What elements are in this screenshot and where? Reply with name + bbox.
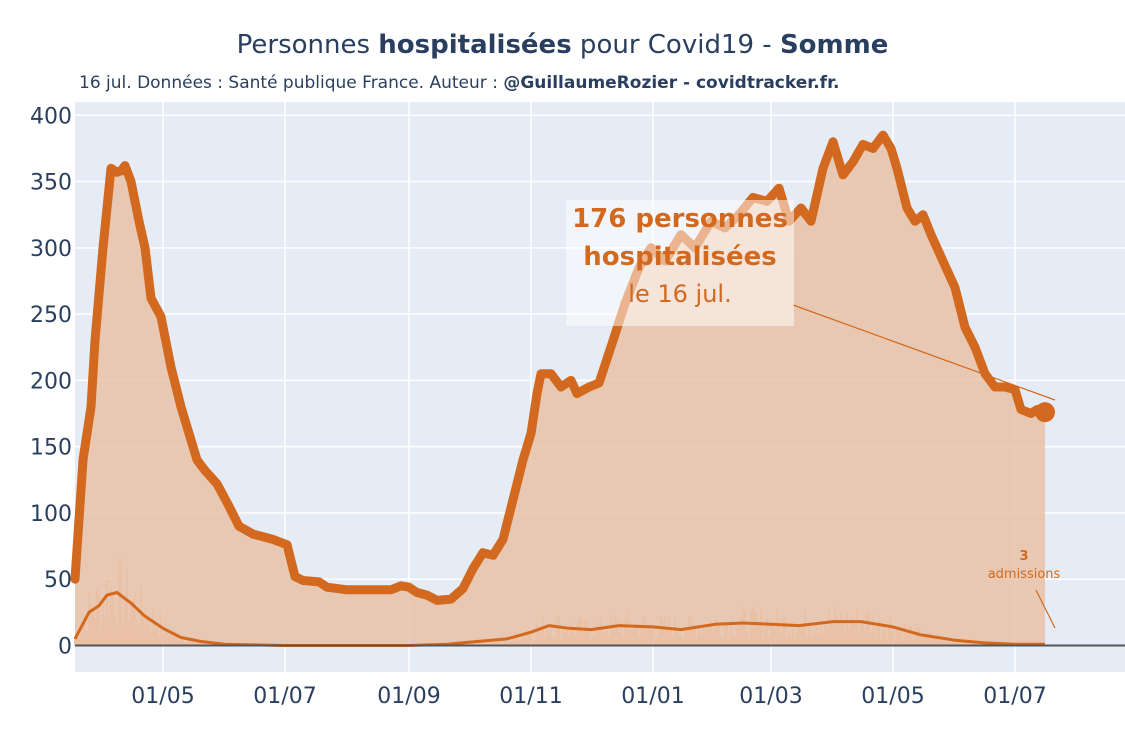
- annotation-arrow: [792, 304, 1056, 401]
- y-tick-label: 300: [30, 237, 72, 262]
- hospitalisations-line: [70, 130, 1050, 605]
- chart-subtitle: 16 jul. Données : Santé publique France.…: [79, 73, 840, 93]
- annotation-line-3: le 16 jul.: [628, 280, 732, 308]
- admissions-annotation: 3 admissions: [968, 548, 1080, 584]
- x-tick-label: 01/09: [377, 684, 440, 709]
- x-tick-label: 01/07: [253, 684, 316, 709]
- y-tick-label: 250: [30, 303, 72, 328]
- x-tick-label: 01/11: [499, 684, 562, 709]
- annotation-line-1: 176 personnes: [572, 204, 788, 234]
- x-axis: 01/05 01/07 01/09 01/11 01/01 01/03 01/05 01/07: [131, 684, 1046, 709]
- admissions-value: 3: [1019, 549, 1029, 564]
- x-tick-label: 01/05: [861, 684, 924, 709]
- chart-title: Personnes hospitalisées pour Covid19 - S…: [236, 30, 889, 60]
- x-tick-label: 01/01: [621, 684, 684, 709]
- y-tick-label: 400: [30, 104, 72, 129]
- x-tick-label: 01/07: [983, 684, 1046, 709]
- admissions-arrow: [1035, 589, 1056, 629]
- current-value-annotation: 176 personnes hospitalisées le 16 jul.: [566, 200, 794, 326]
- x-tick-label: 01/05: [131, 684, 194, 709]
- y-tick-label: 100: [30, 502, 72, 527]
- last-point-marker: [1035, 402, 1055, 423]
- admissions-line: [73, 591, 1045, 647]
- y-tick-label: 350: [30, 171, 72, 196]
- y-tick-label: 50: [44, 568, 72, 593]
- x-tick-label: 01/03: [739, 684, 802, 709]
- y-tick-label: 0: [58, 634, 72, 659]
- y-tick-label: 200: [30, 369, 72, 394]
- annotation-line-2: hospitalisées: [583, 242, 777, 272]
- y-tick-label: 150: [30, 436, 72, 461]
- admissions-label: admissions: [987, 567, 1061, 582]
- y-axis: 0 50 100 150 200 250 300 350 400: [30, 104, 72, 659]
